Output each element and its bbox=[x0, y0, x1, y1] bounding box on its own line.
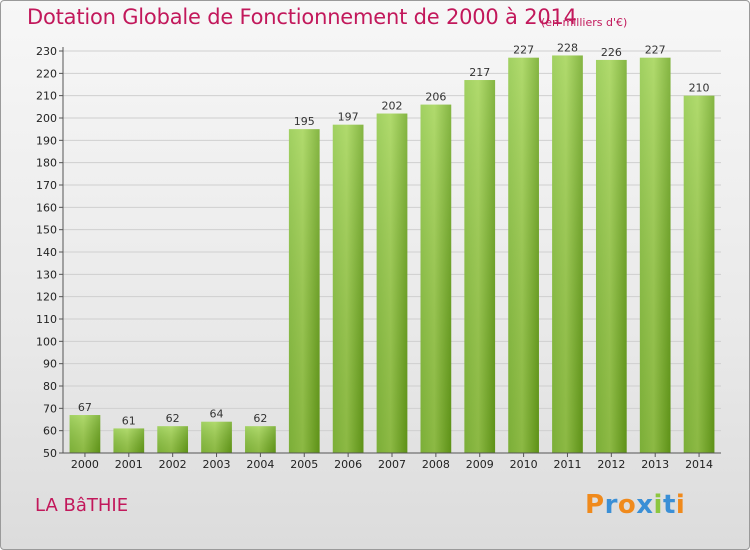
bar-shade bbox=[595, 59, 627, 453]
y-tick-label: 50 bbox=[43, 447, 57, 460]
proxiti-logo: Proxiti bbox=[585, 490, 685, 520]
x-tick-label: 2007 bbox=[378, 458, 406, 471]
data-label: 64 bbox=[210, 408, 224, 421]
y-tick-label: 170 bbox=[36, 179, 57, 192]
data-label: 228 bbox=[557, 41, 578, 54]
x-tick-label: 2001 bbox=[115, 458, 143, 471]
logo-letter: r bbox=[604, 490, 618, 520]
bar-shade bbox=[288, 129, 320, 453]
y-tick-label: 120 bbox=[36, 291, 57, 304]
y-tick-label: 100 bbox=[36, 335, 57, 348]
y-tick-label: 210 bbox=[36, 90, 57, 103]
logo-letter: t bbox=[662, 490, 676, 520]
y-tick-label: 200 bbox=[36, 112, 57, 125]
y-tick-label: 130 bbox=[36, 268, 57, 281]
data-label: 195 bbox=[294, 115, 315, 128]
chart-title: Dotation Globale de Fonctionnement de 20… bbox=[27, 5, 577, 29]
logo-letter: i bbox=[675, 490, 686, 520]
data-label: 197 bbox=[338, 111, 359, 124]
axis-layer: 50 60 70 80 90 100 110 120 130 140 150 160 170 180 190… bbox=[36, 45, 721, 471]
data-label: 62 bbox=[253, 412, 267, 425]
y-tick-label: 160 bbox=[36, 201, 57, 214]
bar-shade bbox=[113, 428, 145, 453]
data-label: 226 bbox=[601, 46, 622, 59]
y-tick-label: 220 bbox=[36, 67, 57, 80]
bar-shade bbox=[552, 55, 583, 453]
x-tick-label: 2002 bbox=[159, 458, 187, 471]
x-tick-label: 2011 bbox=[553, 458, 581, 471]
data-label: 227 bbox=[645, 44, 666, 57]
bar-shade bbox=[376, 113, 408, 454]
data-label: 202 bbox=[382, 100, 403, 113]
y-tick-label: 150 bbox=[36, 224, 57, 237]
data-label: 67 bbox=[78, 401, 92, 414]
data-label: 217 bbox=[469, 66, 490, 79]
y-tick-label: 80 bbox=[43, 380, 57, 393]
bar-shade bbox=[157, 426, 189, 453]
bar-shade bbox=[201, 421, 232, 453]
bar-shade bbox=[639, 57, 671, 453]
y-tick-label: 140 bbox=[36, 246, 57, 259]
data-label: 227 bbox=[513, 44, 534, 57]
x-tick-label: 2005 bbox=[290, 458, 318, 471]
x-tick-label: 2006 bbox=[334, 458, 362, 471]
y-tick-label: 70 bbox=[43, 402, 57, 415]
y-tick-label: 180 bbox=[36, 157, 57, 170]
data-label: 206 bbox=[425, 91, 446, 104]
bar-shade bbox=[420, 104, 452, 453]
y-tick-label: 60 bbox=[43, 425, 57, 438]
commune-name: LA BâTHIE bbox=[35, 495, 129, 516]
data-label: 61 bbox=[122, 414, 136, 427]
bar-shade bbox=[683, 95, 715, 454]
data-label: 62 bbox=[166, 412, 180, 425]
bars-layer: 67 61 62 64 62 195 197 202 206 217 227 228 226 227 210 bbox=[69, 41, 715, 454]
bar-shade bbox=[69, 415, 101, 453]
y-tick-label: 110 bbox=[36, 313, 57, 326]
y-tick-label: 90 bbox=[43, 358, 57, 371]
x-tick-label: 2012 bbox=[597, 458, 625, 471]
x-tick-label: 2014 bbox=[685, 458, 713, 471]
bar-shade bbox=[508, 57, 539, 453]
x-tick-label: 2003 bbox=[203, 458, 231, 471]
logo-letter: x bbox=[636, 490, 654, 520]
logo-letter: P bbox=[585, 490, 605, 520]
bar-shade bbox=[245, 426, 276, 453]
bar-shade bbox=[464, 80, 496, 454]
bar-shade bbox=[332, 124, 364, 453]
x-tick-label: 2010 bbox=[510, 458, 538, 471]
logo-letter: o bbox=[617, 490, 637, 520]
chart-unit: (en milliers d'€) bbox=[541, 16, 628, 29]
x-tick-label: 2008 bbox=[422, 458, 450, 471]
y-tick-label: 190 bbox=[36, 134, 57, 147]
x-tick-label: 2000 bbox=[71, 458, 99, 471]
logo-letter: i bbox=[653, 490, 663, 520]
x-tick-label: 2013 bbox=[641, 458, 669, 471]
x-tick-label: 2004 bbox=[246, 458, 274, 471]
data-label: 210 bbox=[689, 82, 710, 95]
y-tick-label: 230 bbox=[36, 45, 57, 58]
x-tick-label: 2009 bbox=[466, 458, 494, 471]
